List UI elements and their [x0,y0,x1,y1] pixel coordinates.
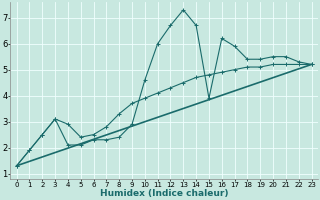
X-axis label: Humidex (Indice chaleur): Humidex (Indice chaleur) [100,189,228,198]
